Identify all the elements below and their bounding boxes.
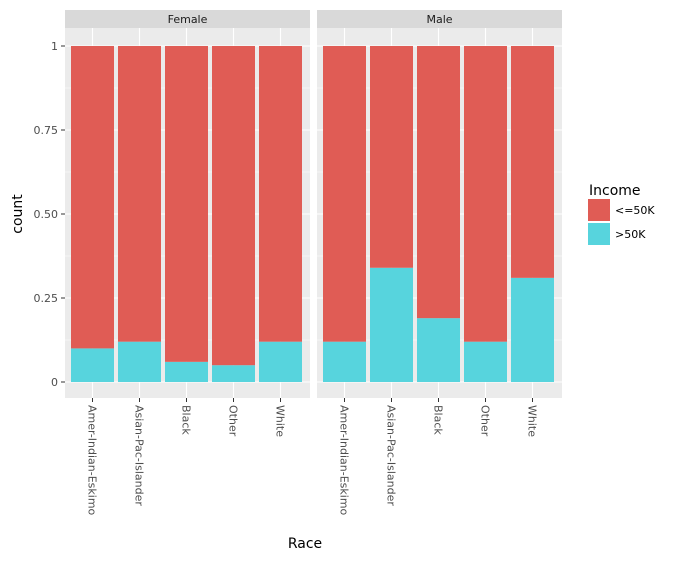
bar-segment-gt50k (71, 348, 114, 382)
bar-segment-le50k (71, 46, 114, 349)
facet-strip-label: Male (426, 13, 452, 26)
y-tick-label: 0.25 (34, 292, 59, 305)
legend-title: Income (589, 183, 641, 199)
x-tick-label: Other (227, 405, 240, 437)
facet-strip-label: Female (168, 13, 208, 26)
x-tick-label: Amer-Indian-Eskimo (86, 405, 99, 516)
legend: Income <=50K >50K (588, 183, 655, 245)
y-axis-label: count (10, 194, 26, 234)
bar-segment-gt50k (417, 318, 460, 382)
bar-segment-le50k (511, 46, 554, 278)
y-tick-label: 0.50 (34, 208, 59, 221)
x-axis-label: Race (288, 536, 322, 552)
x-tick-label: White (526, 405, 539, 437)
y-tick-label: 0.75 (34, 124, 59, 137)
bar-segment-gt50k (323, 341, 366, 382)
x-tick-label: White (274, 405, 287, 437)
y-tick-label: 0 (51, 376, 58, 389)
bar-segment-gt50k (370, 267, 413, 382)
bar-segment-le50k (259, 46, 302, 342)
bar-segment-le50k (212, 46, 255, 366)
bar-segment-gt50k (165, 361, 208, 382)
legend-label: >50K (615, 228, 646, 241)
legend-label: <=50K (615, 204, 655, 217)
bar-segment-gt50k (118, 341, 161, 382)
y-tick-label: 1 (51, 40, 58, 53)
y-axis: 0 0.25 0.50 0.75 1 (34, 40, 65, 389)
bar-segment-gt50k (212, 365, 255, 382)
facet-panels: Female Amer-Indian-Eskimo Asian-Pac-Island… (65, 10, 562, 516)
bar-segment-le50k (323, 46, 366, 342)
x-tick-label: Amer-Indian-Eskimo (338, 405, 351, 516)
facet-strip (65, 10, 310, 28)
bar-segment-gt50k (511, 277, 554, 382)
legend-key (588, 199, 610, 221)
facet-panel-male: Male Amer-Indian-Eskimo Asian-Pac-Islander… (317, 10, 562, 516)
x-tick-label: Black (432, 405, 445, 435)
x-tick-label: Asian-Pac-Islander (385, 405, 398, 506)
bar-segment-gt50k (259, 341, 302, 382)
x-tick-label: Other (479, 405, 492, 437)
legend-key (588, 223, 610, 245)
bar-segment-le50k (370, 46, 413, 268)
facet-panel-female: Female Amer-Indian-Eskimo Asian-Pac-Island… (65, 10, 310, 516)
bar-segment-le50k (417, 46, 460, 319)
x-tick-label: Black (180, 405, 193, 435)
bar-segment-gt50k (464, 341, 507, 382)
bar-segment-le50k (165, 46, 208, 362)
facet-strip (317, 10, 562, 28)
bar-segment-le50k (118, 46, 161, 342)
x-tick-label: Asian-Pac-Islander (133, 405, 146, 506)
bar-segment-le50k (464, 46, 507, 342)
